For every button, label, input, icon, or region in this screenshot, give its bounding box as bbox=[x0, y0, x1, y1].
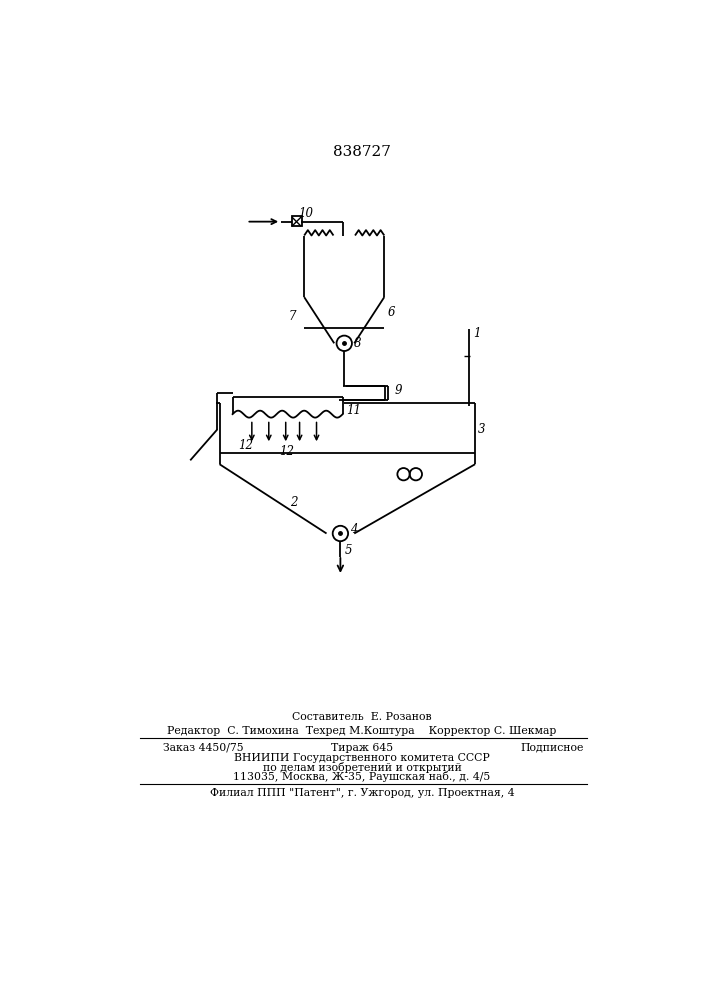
Text: 5: 5 bbox=[344, 544, 352, 557]
Text: 113035, Москва, Ж-35, Раушская наб., д. 4/5: 113035, Москва, Ж-35, Раушская наб., д. … bbox=[233, 771, 491, 782]
Text: 838727: 838727 bbox=[333, 145, 391, 159]
Text: 12: 12 bbox=[238, 439, 253, 452]
Text: 11: 11 bbox=[346, 404, 361, 417]
Text: 1: 1 bbox=[473, 327, 480, 340]
Text: 3: 3 bbox=[478, 423, 486, 436]
Text: Филиал ППП "Патент", г. Ужгород, ул. Проектная, 4: Филиал ППП "Патент", г. Ужгород, ул. Про… bbox=[210, 788, 514, 798]
Bar bbox=[292, 216, 302, 226]
Text: 10: 10 bbox=[298, 207, 313, 220]
Text: Заказ 4450/75: Заказ 4450/75 bbox=[163, 743, 244, 753]
Text: ВНИИПИ Государственного комитета СССР: ВНИИПИ Государственного комитета СССР bbox=[234, 753, 490, 763]
Text: Редактор  С. Тимохина  Техред М.Коштура    Корректор С. Шекмар: Редактор С. Тимохина Техред М.Коштура Ко… bbox=[168, 726, 556, 736]
Text: 9: 9 bbox=[395, 384, 402, 397]
Text: Тираж 645: Тираж 645 bbox=[331, 743, 393, 753]
Text: по делам изобретений и открытий: по делам изобретений и открытий bbox=[262, 762, 462, 773]
Text: 12: 12 bbox=[279, 445, 295, 458]
Text: 8: 8 bbox=[354, 337, 362, 350]
Text: 2: 2 bbox=[291, 496, 298, 509]
Text: 6: 6 bbox=[387, 306, 395, 319]
Text: 7: 7 bbox=[289, 310, 296, 323]
Text: Подписное: Подписное bbox=[520, 743, 584, 753]
Text: Составитель  Е. Розанов: Составитель Е. Розанов bbox=[292, 712, 432, 722]
Text: 4: 4 bbox=[351, 523, 358, 536]
